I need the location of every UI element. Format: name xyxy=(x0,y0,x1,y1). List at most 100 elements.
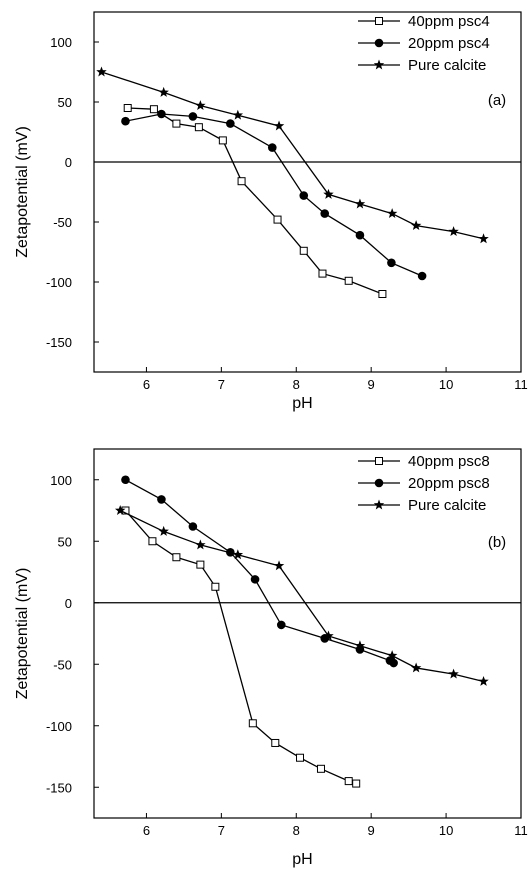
data-point xyxy=(352,779,361,788)
data-point xyxy=(386,208,398,219)
data-point xyxy=(232,109,244,120)
data-point xyxy=(267,143,277,152)
series-open-square xyxy=(121,506,361,788)
series-line xyxy=(119,509,484,683)
data-point xyxy=(196,560,205,569)
x-tick-label: 11 xyxy=(514,377,528,392)
data-point xyxy=(316,764,325,773)
series-open-square xyxy=(123,104,387,298)
x-tick-label: 8 xyxy=(293,823,300,838)
data-point xyxy=(250,575,260,584)
y-tick-label: 0 xyxy=(65,155,72,170)
data-point xyxy=(410,220,422,231)
legend-label: Pure calcite xyxy=(408,497,486,514)
data-point xyxy=(344,777,353,786)
y-tick-label: 50 xyxy=(58,534,72,549)
data-point xyxy=(158,86,169,97)
series-line xyxy=(125,479,395,664)
legend: 40ppm psc8 20ppm psc8 Pure calcite xyxy=(358,453,490,514)
data-point xyxy=(344,276,353,285)
data-point xyxy=(273,560,285,571)
y-tick-label: 50 xyxy=(58,95,72,110)
plot-frame xyxy=(93,448,522,819)
legend: 40ppm psc4 20ppm psc4 Pure calcite xyxy=(358,13,490,74)
y-tick-label: 100 xyxy=(50,35,72,50)
y-tick-label: -100 xyxy=(46,275,72,290)
data-point xyxy=(218,136,227,145)
legend-marker xyxy=(373,59,385,70)
data-point xyxy=(172,553,181,562)
data-point xyxy=(296,753,305,762)
legend-label: 20ppm psc4 xyxy=(408,35,490,52)
x-tick-label: 7 xyxy=(218,377,225,392)
data-point xyxy=(237,177,246,186)
data-point xyxy=(478,233,489,244)
data-point xyxy=(386,650,398,661)
data-point xyxy=(149,105,158,114)
legend-label: 40ppm psc8 xyxy=(408,453,490,470)
data-point xyxy=(114,505,126,515)
data-point xyxy=(417,271,427,281)
x-axis-title: pH xyxy=(292,395,312,412)
data-point xyxy=(194,123,203,132)
data-point xyxy=(320,209,330,218)
data-point xyxy=(195,539,206,550)
data-point xyxy=(273,120,285,131)
y-axis-title: Zetapotential (mV) xyxy=(14,568,31,700)
y-tick-label: -100 xyxy=(46,719,72,734)
panel-label: (a) xyxy=(488,92,506,109)
data-point xyxy=(478,675,489,686)
data-point xyxy=(96,66,107,77)
data-point xyxy=(354,198,366,209)
data-point xyxy=(387,258,396,268)
x-tick-label: 6 xyxy=(143,377,150,392)
panel-label: (b) xyxy=(488,534,506,551)
series-filled-circle xyxy=(121,475,398,668)
x-tick-label: 10 xyxy=(439,823,453,838)
x-tick-label: 7 xyxy=(218,823,225,838)
data-point xyxy=(188,522,198,531)
data-point xyxy=(323,188,334,199)
data-point xyxy=(299,191,309,200)
data-point xyxy=(188,112,198,121)
series-line xyxy=(125,113,423,277)
data-point xyxy=(211,582,220,591)
data-point xyxy=(410,662,422,673)
y-tick-label: -50 xyxy=(53,657,72,672)
data-point xyxy=(148,537,157,546)
data-point xyxy=(248,719,257,728)
series-line xyxy=(124,510,357,785)
y-tick-label: -50 xyxy=(53,215,72,230)
data-point xyxy=(158,525,169,536)
y-axis-title: Zetapotential (mV) xyxy=(14,126,31,258)
data-point xyxy=(157,495,166,504)
data-point xyxy=(299,246,308,255)
x-tick-label: 6 xyxy=(143,823,150,838)
data-point xyxy=(378,290,387,298)
x-tick-label: 8 xyxy=(293,377,300,392)
series-filled-star xyxy=(114,505,489,686)
data-point xyxy=(354,640,366,651)
series-filled-star xyxy=(96,66,489,244)
data-point xyxy=(355,230,365,240)
legend-marker xyxy=(375,17,383,25)
data-point xyxy=(318,269,327,278)
data-point xyxy=(448,226,459,237)
y-tick-label: -150 xyxy=(46,335,72,350)
data-point xyxy=(157,109,166,119)
data-point xyxy=(448,668,459,679)
chart-panel-b: 6 7 8 9 10 11 100 50 0 -50 -100 -150 pH Zetapotential… xyxy=(14,448,528,868)
series-line xyxy=(101,71,484,240)
x-axis-title: pH xyxy=(292,851,312,868)
data-point xyxy=(195,100,206,111)
y-tick-label: -150 xyxy=(46,780,72,795)
series-line xyxy=(127,107,383,295)
plot-frame xyxy=(93,11,522,373)
data-point xyxy=(276,620,286,630)
data-point xyxy=(121,475,130,485)
data-point xyxy=(121,116,130,126)
legend-label: 20ppm psc8 xyxy=(408,475,490,492)
x-tick-label: 9 xyxy=(368,823,375,838)
legend-marker xyxy=(374,478,384,488)
